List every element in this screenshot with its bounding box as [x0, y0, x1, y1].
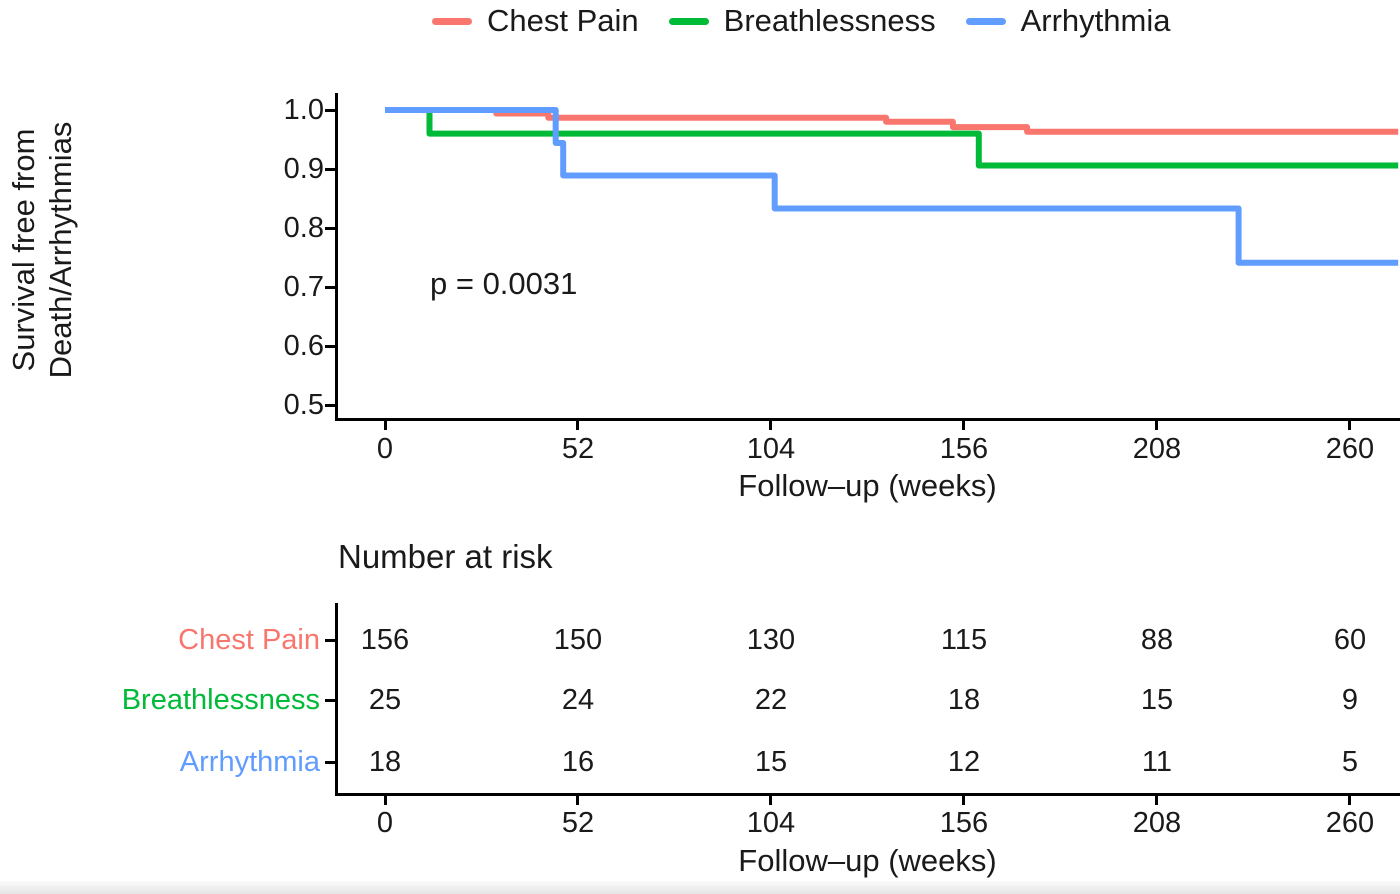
risk-value: 12	[947, 746, 981, 778]
risk-value: 88	[1140, 624, 1174, 656]
curve-breathlessness	[385, 107, 1399, 169]
risk-value: 18	[947, 684, 981, 716]
risk-value: 15	[754, 746, 788, 778]
legend-swatch-icon	[965, 17, 1006, 25]
y-tick-mark	[325, 285, 335, 289]
y-tick-mark	[325, 403, 335, 407]
risk-x-tick-mark	[1155, 796, 1159, 805]
y-axis-spine	[335, 93, 338, 421]
risk-value: 9	[1341, 684, 1359, 716]
risk-value: 16	[561, 746, 595, 778]
legend: Chest Pain Breathlessness Arrhythmia	[432, 0, 1170, 42]
risk-value: 24	[561, 684, 595, 716]
risk-x-tick-mark	[1348, 796, 1352, 805]
risk-table-title: Number at risk	[338, 538, 553, 575]
x-tick-mark	[769, 421, 773, 430]
y-axis-label-line1: Survival free from	[6, 128, 41, 372]
y-tick-label: 0.8	[283, 212, 324, 244]
y-axis-label: Survival free from Death/Arrhythmias	[4, 60, 80, 440]
legend-swatch-icon	[432, 17, 472, 25]
legend-item-label: Arrhythmia	[1020, 3, 1171, 38]
x-tick-label: 208	[1132, 433, 1182, 465]
y-tick-mark	[325, 226, 335, 230]
risk-value: 115	[940, 624, 988, 656]
risk-table-x-axis-title: Follow–up (weeks)	[738, 843, 997, 878]
risk-row-tick-mark	[325, 698, 335, 702]
legend-item-1: Breathlessness	[668, 0, 936, 42]
x-axis-spine	[335, 418, 1400, 421]
x-tick-mark	[962, 421, 966, 430]
x-tick-label: 104	[746, 433, 796, 465]
x-tick-label: 52	[561, 433, 595, 465]
risk-x-tick-label: 260	[1325, 807, 1375, 839]
legend-item-label: Breathlessness	[723, 3, 936, 38]
y-tick-mark	[325, 167, 335, 171]
legend-item-0: Chest Pain	[432, 0, 639, 42]
risk-table-x-spine	[335, 793, 1400, 796]
x-axis-title: Follow–up (weeks)	[738, 468, 997, 503]
risk-table-y-spine	[335, 603, 338, 796]
y-axis-label-line2: Death/Arrhythmias	[43, 121, 78, 379]
risk-row-label-0: Chest Pain	[178, 624, 320, 656]
x-tick-label: 260	[1325, 433, 1375, 465]
x-tick-mark	[576, 421, 580, 430]
risk-x-tick-label: 52	[561, 807, 595, 839]
risk-value: 22	[754, 684, 788, 716]
curve-arrhythmia	[385, 107, 1399, 266]
risk-row-label-1: Breathlessness	[121, 684, 320, 716]
risk-x-tick-mark	[383, 796, 387, 805]
y-tick-label: 0.6	[283, 330, 324, 362]
risk-x-tick-mark	[576, 796, 580, 805]
x-tick-label: 0	[376, 433, 394, 465]
risk-x-tick-label: 0	[376, 807, 394, 839]
y-tick-label: 0.7	[283, 271, 324, 303]
y-tick-label: 0.9	[283, 153, 324, 185]
legend-swatch-icon	[668, 17, 709, 25]
risk-x-tick-mark	[962, 796, 966, 805]
risk-value: 18	[368, 746, 402, 778]
risk-row-tick-mark	[325, 638, 335, 642]
risk-value: 25	[368, 684, 402, 716]
risk-value: 150	[553, 624, 603, 656]
x-tick-mark	[383, 421, 387, 430]
y-tick-mark	[325, 344, 335, 348]
risk-x-tick-label: 156	[939, 807, 989, 839]
y-tick-label: 0.5	[283, 389, 324, 421]
risk-value: 130	[746, 624, 796, 656]
legend-item-label: Chest Pain	[487, 3, 639, 38]
risk-value: 60	[1333, 624, 1367, 656]
risk-value: 5	[1341, 746, 1359, 778]
x-tick-mark	[1348, 421, 1352, 430]
y-tick-label: 1.0	[283, 94, 324, 126]
risk-x-tick-label: 208	[1132, 807, 1182, 839]
risk-value: 11	[1141, 746, 1173, 778]
risk-row-tick-mark	[325, 760, 335, 764]
risk-value: 156	[360, 624, 410, 656]
survival-curves	[385, 107, 1399, 266]
risk-value: 15	[1140, 684, 1174, 716]
p-value: p = 0.0031	[430, 266, 578, 301]
legend-item-2: Arrhythmia	[965, 0, 1171, 42]
x-tick-mark	[1155, 421, 1159, 430]
curve-chest-pain	[385, 107, 1399, 135]
risk-x-tick-mark	[769, 796, 773, 805]
bottom-edge-strip	[0, 881, 1400, 894]
risk-row-label-2: Arrhythmia	[179, 746, 320, 778]
y-tick-mark	[325, 108, 335, 112]
risk-x-tick-label: 104	[746, 807, 796, 839]
x-tick-label: 156	[939, 433, 989, 465]
